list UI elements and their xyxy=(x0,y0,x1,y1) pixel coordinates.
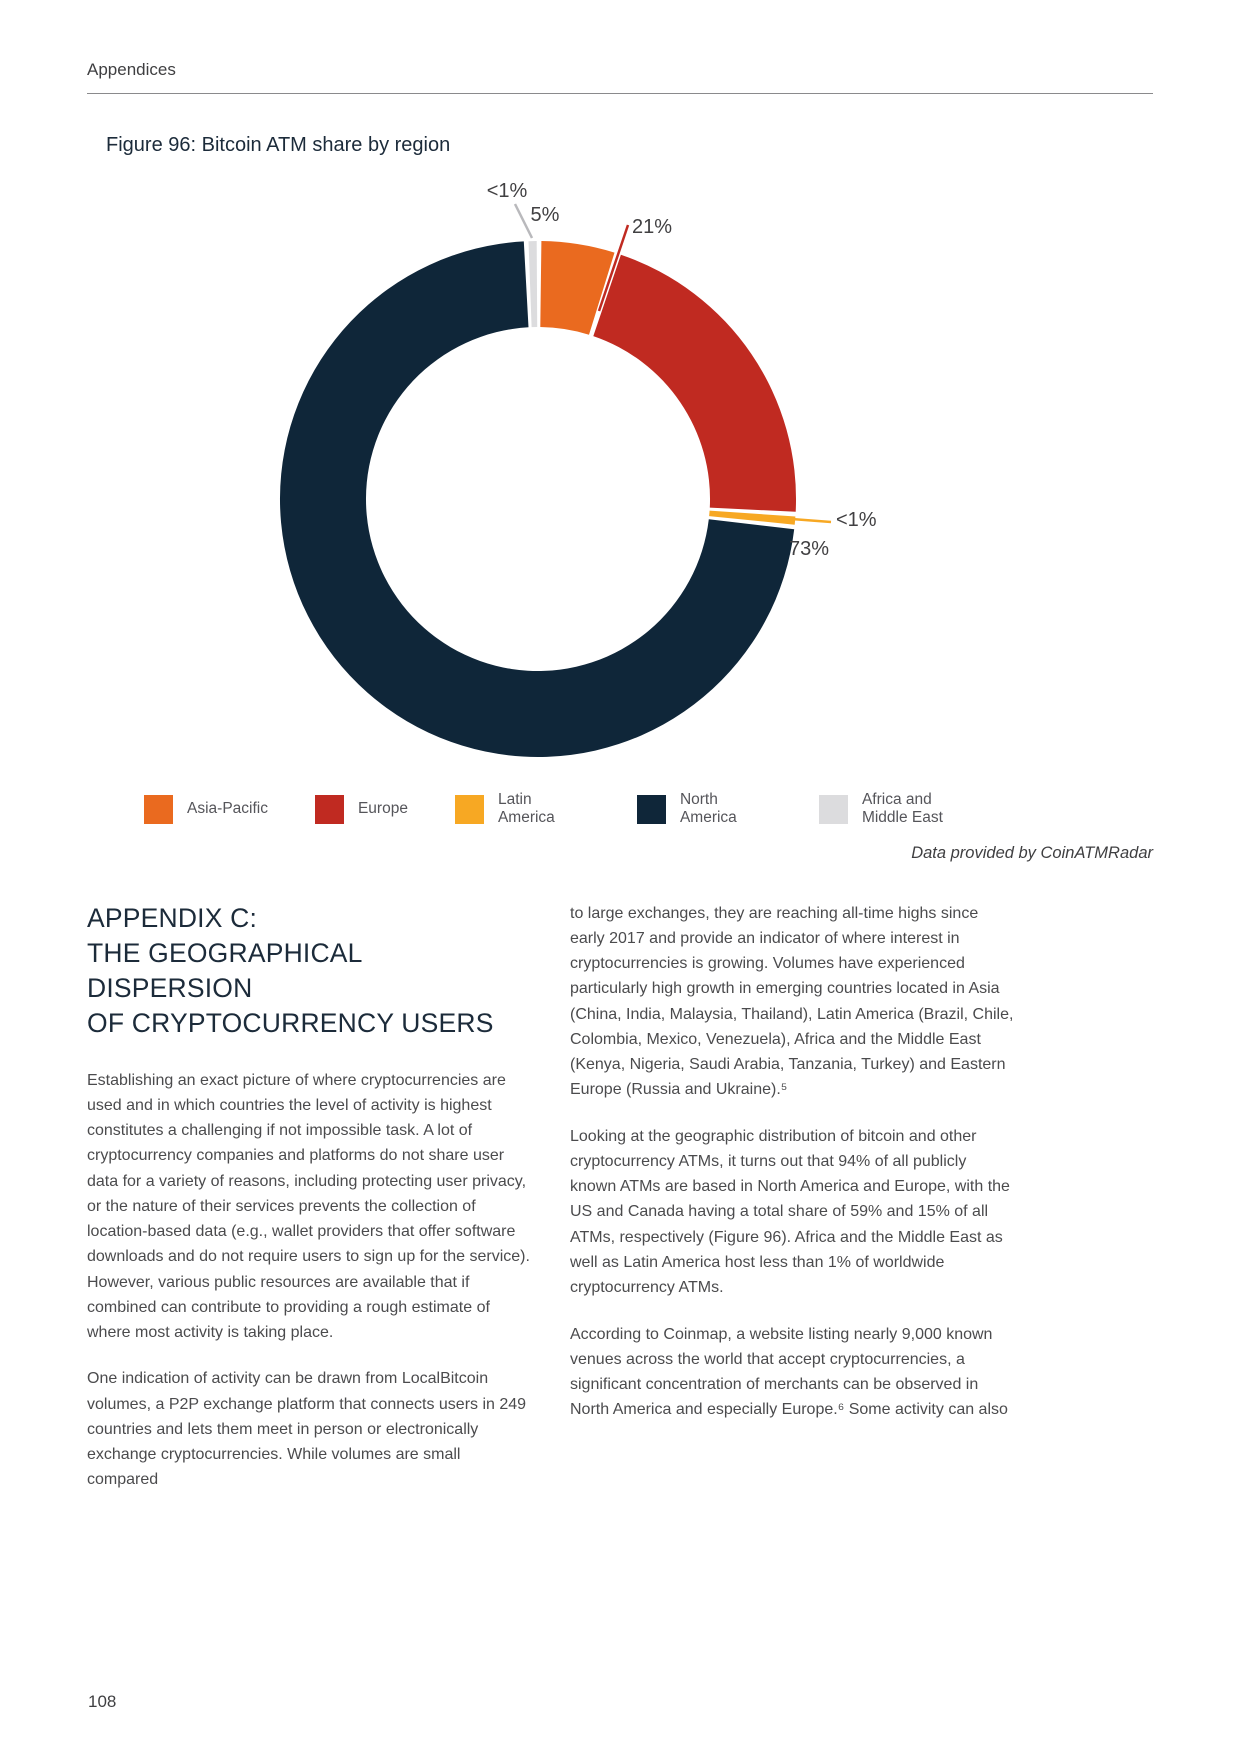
legend-item-asia-pacific: Asia-Pacific xyxy=(144,794,268,824)
body-paragraph: Establishing an exact picture of where c… xyxy=(87,1071,530,1342)
chart-value-label-north-america: 73% xyxy=(789,538,829,560)
donut-segment-africa-and-middle-east xyxy=(528,241,538,328)
leader-line-africa-and-middle-east xyxy=(513,203,534,239)
chart-value-label-asia-pacific: 5% xyxy=(531,204,560,226)
legend-label: North America xyxy=(679,791,737,827)
body-paragraph: One indication of activity can be drawn … xyxy=(87,1370,527,1489)
legend-item-north-america: North America xyxy=(636,791,772,828)
donut-segment-north-america xyxy=(279,241,795,758)
legend-swatch-europe xyxy=(314,794,344,824)
chart-value-label-africa-and-middle-east: <1% xyxy=(487,180,528,202)
right-column: to large exchanges, they are reaching al… xyxy=(570,901,1016,1514)
running-header: Appendices xyxy=(87,60,176,79)
legend-item-latin-america: Latin America xyxy=(454,791,590,828)
legend-swatch-north-america xyxy=(636,794,666,824)
leader-line-latin-america xyxy=(713,511,832,524)
legend-item-africa-and-middle-east: Africa and Middle East xyxy=(818,791,954,828)
page-number: 108 xyxy=(88,1692,117,1711)
legend-swatch-latin-america xyxy=(454,794,484,824)
header-rule xyxy=(87,93,1153,94)
appendix-heading: APPENDIX C: THE GEOGRAPHICAL DISPERSION … xyxy=(87,902,494,1039)
leader-line-europe xyxy=(597,224,630,312)
donut-segment-asia-pacific xyxy=(540,241,615,335)
legend-swatch-asia-pacific xyxy=(144,794,173,824)
donut-segment-europe xyxy=(593,254,797,512)
legend-label: Latin America xyxy=(497,791,555,827)
legend-label: Europe xyxy=(357,800,408,818)
chart-value-label-latin-america: <1% xyxy=(836,509,877,531)
donut-chart: 5% 21% <1% 73% <1% xyxy=(279,180,877,758)
article-columns: APPENDIX C: THE GEOGRAPHICAL DISPERSION … xyxy=(87,901,1153,1514)
body-paragraph: Looking at the geographic distribution o… xyxy=(570,1127,1010,1297)
legend-swatch-africa-and-middle-east xyxy=(818,794,848,824)
figure-title: Figure 96: Bitcoin ATM share by region xyxy=(106,134,451,156)
legend-label: Africa and Middle East xyxy=(861,791,943,827)
body-paragraph: According to Coinmap, a website listing … xyxy=(570,1325,1008,1419)
legend-item-europe: Europe xyxy=(314,794,408,824)
left-column: APPENDIX C: THE GEOGRAPHICAL DISPERSION … xyxy=(87,901,533,1514)
body-paragraph: to large exchanges, they are reaching al… xyxy=(570,904,1014,1099)
chart-legend: Asia-Pacific Europe Latin America North Ame… xyxy=(87,791,1153,828)
data-source-note: Data provided by CoinATMRadar xyxy=(911,843,1153,862)
chart-value-label-europe: 21% xyxy=(632,216,672,238)
legend-label: Asia-Pacific xyxy=(187,800,268,818)
